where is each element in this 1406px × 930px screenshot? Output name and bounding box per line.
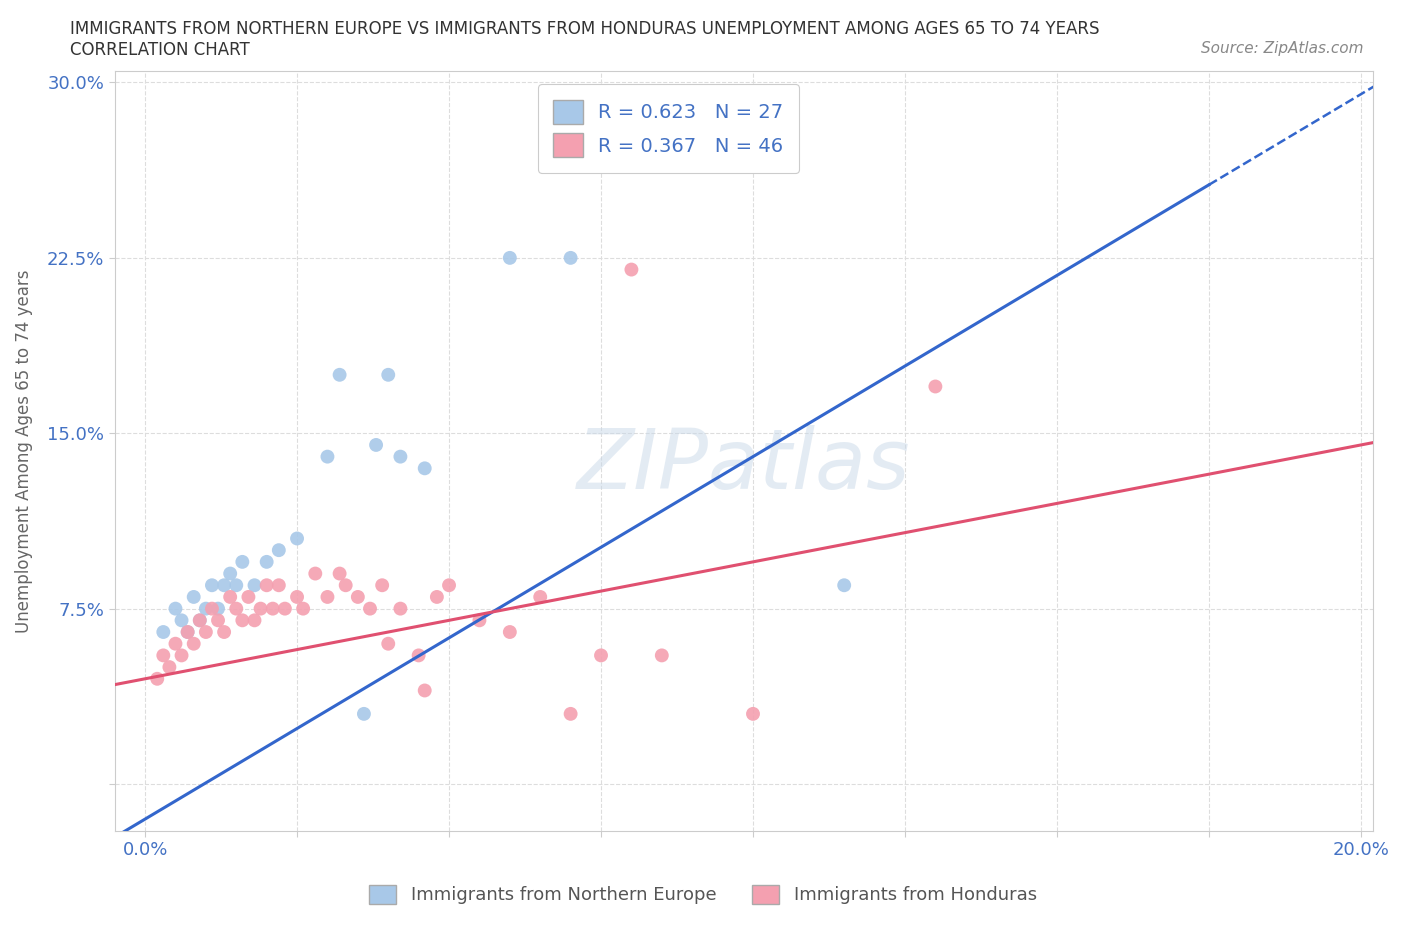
Point xyxy=(165,636,187,651)
Point xyxy=(176,625,198,640)
Point xyxy=(335,578,357,592)
Point xyxy=(389,449,412,464)
Point xyxy=(219,566,242,581)
Point xyxy=(188,613,211,628)
Text: Source: ZipAtlas.com: Source: ZipAtlas.com xyxy=(1201,41,1364,56)
Point xyxy=(146,671,169,686)
Point xyxy=(560,250,582,265)
Point xyxy=(924,379,946,394)
Point xyxy=(157,659,180,674)
Point xyxy=(152,648,174,663)
Point xyxy=(238,590,260,604)
Point xyxy=(589,648,612,663)
Point xyxy=(256,578,278,592)
Point xyxy=(316,590,339,604)
Point xyxy=(316,449,339,464)
Point xyxy=(329,566,352,581)
Point xyxy=(231,554,253,569)
Point xyxy=(194,601,217,616)
Point xyxy=(176,625,198,640)
Point xyxy=(742,707,765,722)
Point xyxy=(262,601,284,616)
Point xyxy=(292,601,315,616)
Point xyxy=(170,648,193,663)
Point xyxy=(274,601,297,616)
Point xyxy=(304,566,326,581)
Text: CORRELATION CHART: CORRELATION CHART xyxy=(70,41,250,59)
Point xyxy=(243,613,266,628)
Point xyxy=(560,707,582,722)
Point xyxy=(377,367,399,382)
Point xyxy=(285,590,308,604)
Point xyxy=(353,707,375,722)
Point xyxy=(207,613,229,628)
Point xyxy=(285,531,308,546)
Point xyxy=(183,636,205,651)
Legend: R = 0.623   N = 27, R = 0.367   N = 46: R = 0.623 N = 27, R = 0.367 N = 46 xyxy=(538,85,799,173)
Point xyxy=(249,601,271,616)
Point xyxy=(267,543,290,558)
Point xyxy=(219,590,242,604)
Point xyxy=(170,613,193,628)
Point xyxy=(212,578,235,592)
Point xyxy=(364,437,387,452)
Point xyxy=(256,554,278,569)
Point xyxy=(359,601,381,616)
Point xyxy=(267,578,290,592)
Point xyxy=(413,683,436,698)
Y-axis label: Unemployment Among Ages 65 to 74 years: Unemployment Among Ages 65 to 74 years xyxy=(15,269,32,632)
Point xyxy=(165,601,187,616)
Point xyxy=(212,625,235,640)
Point xyxy=(329,367,352,382)
Text: IMMIGRANTS FROM NORTHERN EUROPE VS IMMIGRANTS FROM HONDURAS UNEMPLOYMENT AMONG A: IMMIGRANTS FROM NORTHERN EUROPE VS IMMIG… xyxy=(70,20,1099,38)
Point xyxy=(188,613,211,628)
Legend: Immigrants from Northern Europe, Immigrants from Honduras: Immigrants from Northern Europe, Immigra… xyxy=(361,878,1045,911)
Point xyxy=(651,648,673,663)
Point xyxy=(468,613,491,628)
Point xyxy=(225,578,247,592)
Point xyxy=(183,590,205,604)
Text: ZIPatlas: ZIPatlas xyxy=(576,426,911,507)
Point xyxy=(389,601,412,616)
Point xyxy=(413,461,436,476)
Point xyxy=(231,613,253,628)
Point xyxy=(377,636,399,651)
Point xyxy=(437,578,460,592)
Point xyxy=(243,578,266,592)
Point xyxy=(529,590,551,604)
Point xyxy=(194,625,217,640)
Point xyxy=(426,590,449,604)
Point xyxy=(201,601,224,616)
Point xyxy=(371,578,394,592)
Point xyxy=(620,262,643,277)
Point xyxy=(201,578,224,592)
Point xyxy=(499,625,522,640)
Point xyxy=(152,625,174,640)
Point xyxy=(499,250,522,265)
Point xyxy=(347,590,370,604)
Point xyxy=(408,648,430,663)
Point xyxy=(225,601,247,616)
Point xyxy=(207,601,229,616)
Point xyxy=(832,578,855,592)
